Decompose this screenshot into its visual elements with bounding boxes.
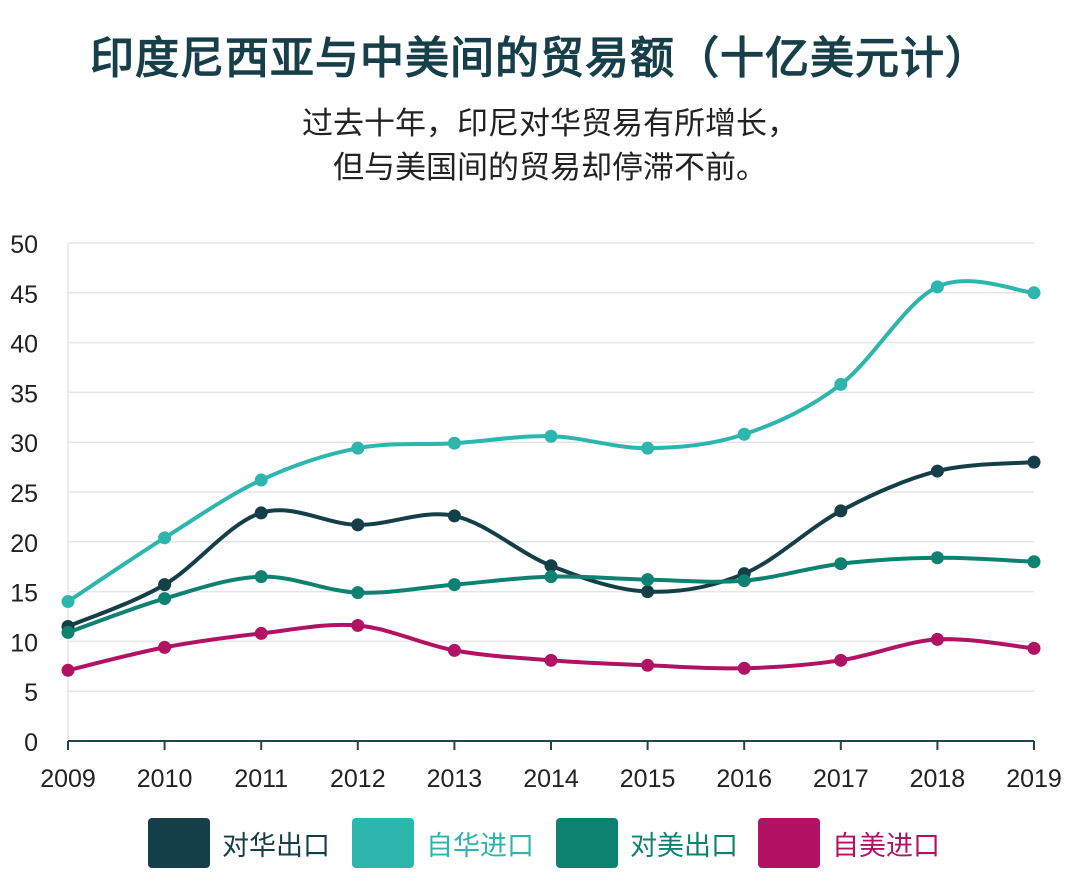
- data-point: [61, 663, 75, 677]
- y-tick-label: 20: [10, 530, 38, 558]
- data-point: [737, 574, 751, 588]
- legend: 对华出口 自华进口 对美出口 自美进口: [0, 818, 1080, 874]
- y-tick-label: 5: [24, 679, 38, 707]
- data-point: [544, 570, 558, 584]
- series-line-0: [66, 460, 1036, 629]
- data-point: [158, 592, 172, 606]
- x-tick-label: 2009: [40, 765, 96, 793]
- chart-subtitle: 过去十年，印尼对华贸易有所增长， 但与美国间的贸易却停滞不前。: [0, 102, 1080, 190]
- data-points: [61, 280, 1041, 677]
- legend-swatch: [556, 818, 618, 868]
- data-point: [641, 585, 655, 599]
- y-tick-label: 15: [10, 580, 38, 608]
- data-point: [1027, 455, 1041, 469]
- x-tick-label: 2014: [523, 765, 579, 793]
- data-point: [1027, 286, 1041, 300]
- y-tick-label: 10: [10, 629, 38, 657]
- chart-title: 印度尼西亚与中美间的贸易额（十亿美元计）: [90, 33, 990, 84]
- y-tick-label: 45: [10, 281, 38, 309]
- data-point: [544, 559, 558, 573]
- data-point: [447, 436, 461, 450]
- data-point: [834, 377, 848, 391]
- data-point: [351, 586, 365, 600]
- series-lines: [66, 279, 1036, 673]
- legend-label: 自华进口: [426, 830, 534, 862]
- data-point: [834, 557, 848, 571]
- legend-item-china-import: 自华进口: [352, 818, 534, 868]
- axes: [67, 243, 1035, 750]
- x-tick-label: 2012: [330, 765, 386, 793]
- data-point: [351, 618, 365, 632]
- x-tick-label: 2016: [716, 765, 772, 793]
- data-point: [158, 578, 172, 592]
- legend-swatch: [148, 818, 210, 868]
- x-tick-label: 2018: [910, 765, 966, 793]
- grid-lines: [68, 242, 1034, 692]
- data-point: [254, 570, 268, 584]
- data-point: [351, 441, 365, 455]
- y-tick-label: 30: [10, 430, 38, 458]
- data-point: [61, 595, 75, 609]
- legend-label: 自美进口: [832, 830, 940, 862]
- legend-swatch: [758, 818, 820, 868]
- subtitle-line-1: 过去十年，印尼对华贸易有所增长，: [302, 106, 798, 142]
- data-point: [834, 504, 848, 518]
- legend-item-china-export: 对华出口: [148, 818, 330, 868]
- data-point: [930, 280, 944, 294]
- data-point: [1027, 555, 1041, 569]
- x-tick-label: 2019: [1006, 765, 1062, 793]
- x-tick-labels: 2009 2010 2011 2012 2013 2014 2015 2016 2017 2018…: [40, 765, 1062, 793]
- x-tick-label: 2011: [234, 765, 288, 793]
- data-point: [930, 464, 944, 478]
- legend-item-us-import: 自美进口: [758, 818, 940, 868]
- legend-item-us-export: 对美出口: [556, 818, 738, 868]
- data-point: [544, 653, 558, 667]
- x-tick-label: 2010: [137, 765, 193, 793]
- data-point: [254, 506, 268, 520]
- data-point: [1027, 641, 1041, 655]
- data-point: [351, 518, 365, 532]
- y-tick-labels: 0 5 10 15 20 25 30 35 40 45 50: [10, 231, 38, 757]
- data-point: [641, 658, 655, 672]
- data-point: [737, 661, 751, 675]
- data-point: [447, 643, 461, 657]
- legend-label: 对美出口: [630, 830, 738, 862]
- data-point: [544, 429, 558, 443]
- data-point: [930, 551, 944, 565]
- legend-label: 对华出口: [222, 830, 330, 862]
- y-tick-label: 0: [24, 729, 38, 757]
- data-point: [834, 653, 848, 667]
- data-point: [158, 640, 172, 654]
- data-point: [447, 578, 461, 592]
- data-point: [61, 625, 75, 639]
- data-point: [737, 427, 751, 441]
- x-tick-label: 2017: [813, 765, 869, 793]
- x-tick-label: 2013: [427, 765, 483, 793]
- y-tick-label: 25: [10, 480, 38, 508]
- data-point: [254, 473, 268, 487]
- data-point: [254, 626, 268, 640]
- data-point: [641, 441, 655, 455]
- y-tick-label: 50: [10, 231, 38, 259]
- data-point: [930, 632, 944, 646]
- data-point: [641, 573, 655, 587]
- data-point: [158, 531, 172, 545]
- subtitle-line-2: 但与美国间的贸易却停滞不前。: [333, 150, 767, 186]
- y-tick-label: 40: [10, 331, 38, 359]
- data-point: [447, 509, 461, 523]
- x-tick-label: 2015: [620, 765, 676, 793]
- y-tick-label: 35: [10, 380, 38, 408]
- legend-swatch: [352, 818, 414, 868]
